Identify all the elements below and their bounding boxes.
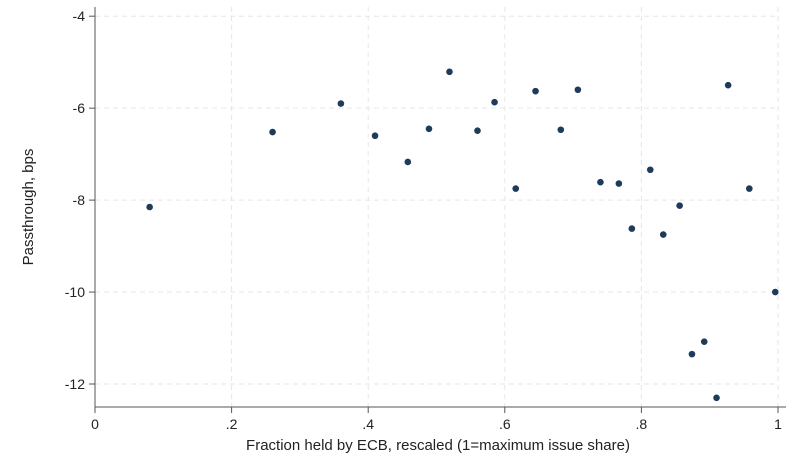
data-point — [557, 126, 565, 134]
data-point — [713, 394, 720, 402]
data-point — [446, 68, 453, 76]
data-point — [597, 178, 604, 186]
x-tick-label: 0 — [91, 416, 99, 432]
data-point — [146, 203, 153, 211]
x-tick-label: .4 — [362, 416, 374, 432]
y-tick-label: -8 — [73, 192, 86, 208]
data-point — [574, 86, 582, 94]
data-point — [371, 132, 379, 140]
axes — [89, 7, 786, 413]
data-point — [700, 338, 708, 346]
x-tick-label: 1 — [774, 416, 782, 432]
data-point — [646, 166, 654, 174]
x-tick-label: .2 — [226, 416, 238, 432]
x-tick-label: .6 — [499, 416, 511, 432]
data-point — [512, 185, 520, 192]
y-axis-title: Passthrough, bps — [20, 149, 37, 266]
y-tick-label: -10 — [65, 284, 85, 300]
y-tick-label: -6 — [73, 100, 86, 116]
data-point — [337, 100, 345, 107]
data-point — [425, 125, 433, 133]
data-point — [474, 127, 481, 134]
y-tick-label: -12 — [65, 376, 85, 392]
data-point — [404, 158, 412, 166]
data-point — [615, 180, 623, 187]
data-point — [628, 225, 636, 232]
data-point — [532, 87, 539, 95]
data-point — [724, 81, 732, 89]
data-point — [746, 185, 753, 192]
data-point — [688, 350, 696, 358]
gridlines — [95, 7, 779, 407]
x-axis-title: Fraction held by ECB, rescaled (1=maximu… — [246, 437, 630, 454]
data-point — [659, 231, 667, 238]
tick-labels: 0 .2 .4 .6 .8 1 -4 -6 -8 -10 -12 — [65, 8, 782, 432]
data-point — [771, 288, 779, 296]
data-point — [491, 98, 498, 106]
data-point — [676, 202, 683, 209]
data-point — [269, 128, 276, 136]
data-points — [146, 68, 779, 402]
x-tick-label: .8 — [636, 416, 648, 432]
y-tick-label: -4 — [73, 8, 86, 24]
